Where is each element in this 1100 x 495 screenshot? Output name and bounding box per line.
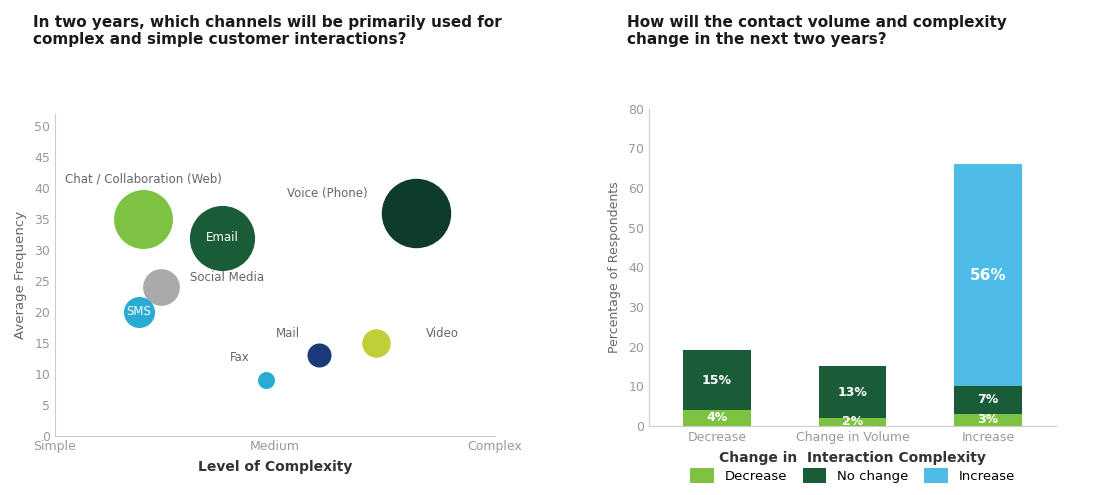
Text: 4%: 4% (706, 411, 727, 424)
X-axis label: Level of Complexity: Level of Complexity (198, 460, 352, 474)
Bar (955, 414, 1022, 426)
Text: Social Media: Social Media (189, 271, 264, 284)
Bar (818, 366, 887, 418)
Y-axis label: Percentage of Respondents: Percentage of Respondents (608, 182, 622, 353)
Text: 3%: 3% (978, 413, 999, 426)
Text: SMS: SMS (126, 305, 151, 318)
Bar (683, 410, 751, 426)
Text: Email: Email (206, 231, 239, 244)
Y-axis label: Average Frequency: Average Frequency (14, 211, 28, 339)
Point (407, 209, 425, 217)
Text: Voice (Phone): Voice (Phone) (287, 188, 368, 200)
Text: 56%: 56% (970, 268, 1007, 283)
Text: Fax: Fax (230, 351, 250, 364)
Text: Chat / Collaboration (Web): Chat / Collaboration (Web) (65, 172, 221, 185)
Point (213, 234, 231, 242)
Text: In two years, which channels will be primarily used for
complex and simple custo: In two years, which channels will be pri… (33, 15, 502, 47)
Point (134, 215, 152, 223)
Bar (683, 350, 751, 410)
Legend: Decrease, No change, Increase: Decrease, No change, Increase (685, 463, 1020, 489)
Text: Mail: Mail (276, 327, 300, 340)
Point (310, 351, 328, 359)
Point (130, 308, 147, 316)
Bar (818, 418, 887, 426)
Text: Video: Video (426, 327, 459, 340)
Point (367, 339, 385, 346)
Bar (955, 386, 1022, 414)
X-axis label: Change in  Interaction Complexity: Change in Interaction Complexity (719, 450, 986, 464)
Text: 15%: 15% (702, 374, 732, 387)
Text: 13%: 13% (837, 386, 868, 398)
Point (152, 283, 169, 291)
Bar (955, 164, 1022, 386)
Text: How will the contact volume and complexity
change in the next two years?: How will the contact volume and complexi… (627, 15, 1007, 47)
Text: 2%: 2% (842, 415, 864, 428)
Text: 7%: 7% (978, 394, 999, 406)
Point (257, 376, 275, 384)
